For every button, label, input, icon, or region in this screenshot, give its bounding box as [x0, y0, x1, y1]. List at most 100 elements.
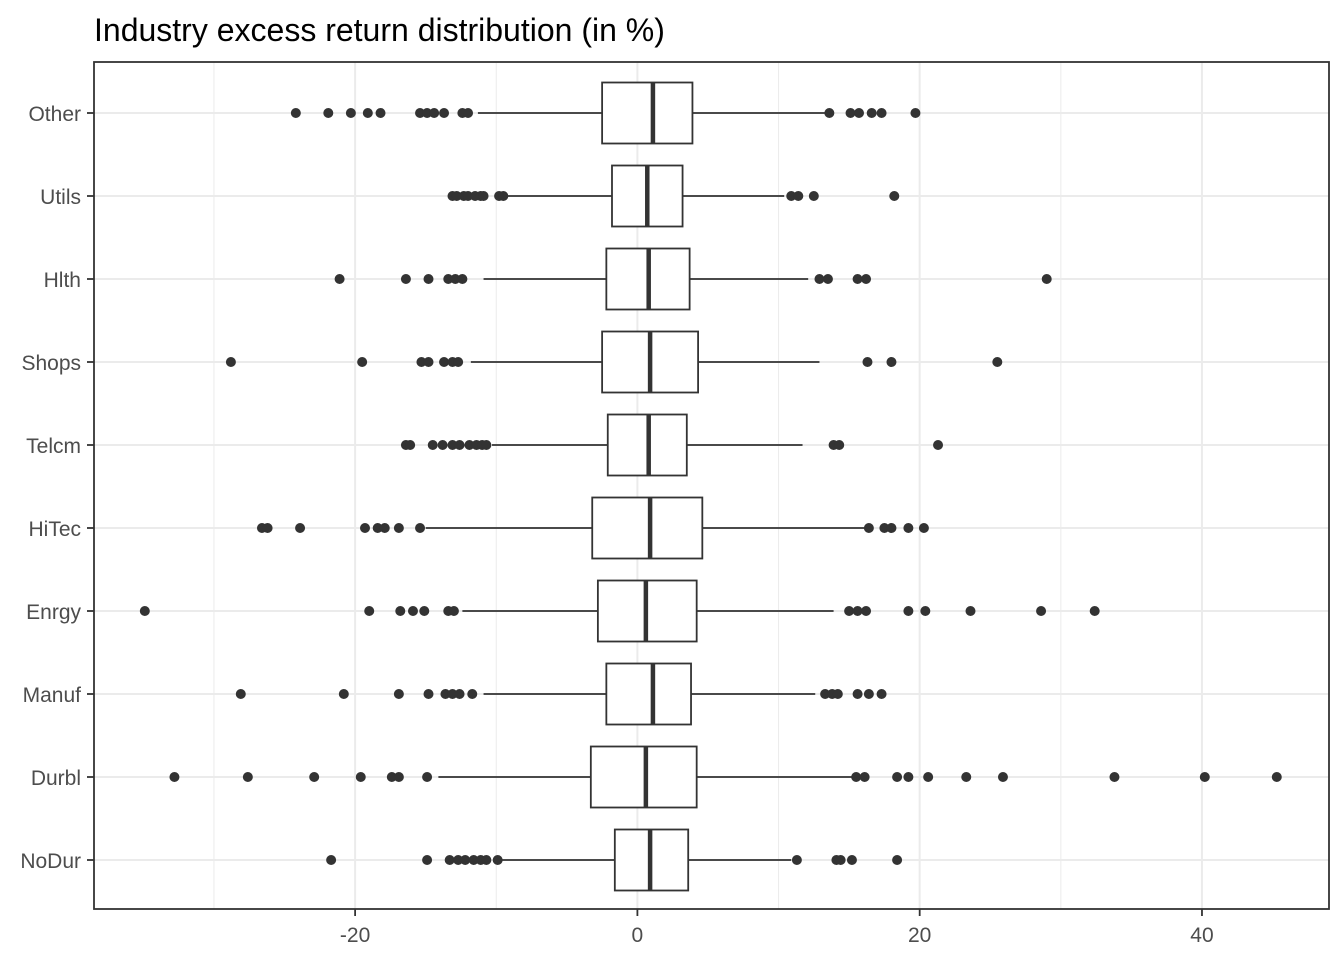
outlier-point	[429, 108, 440, 118]
outlier-point	[453, 357, 464, 367]
outlier-point	[454, 440, 465, 450]
outlier-point	[965, 606, 976, 616]
outlier-point	[422, 855, 433, 865]
box-group-telcm	[400, 413, 944, 477]
outlier-point	[235, 689, 246, 699]
outlier-point	[478, 191, 489, 201]
axis-layer: Other Utils Hlth Shops Telcm HiTec Enrgy Manuf D…	[20, 103, 1213, 947]
outlier-point	[463, 191, 474, 201]
outlier-point	[845, 108, 856, 118]
outlier-point	[859, 772, 870, 782]
outlier-point	[439, 357, 450, 367]
outlier-point	[862, 357, 873, 367]
box-group-shops	[225, 330, 1003, 394]
outlier-point	[439, 108, 450, 118]
outlier-point	[139, 606, 150, 616]
outlier-point	[786, 191, 797, 201]
outlier-point	[225, 357, 236, 367]
iqr-box	[591, 496, 704, 560]
outlier-point	[453, 855, 464, 865]
outlier-point	[834, 440, 845, 450]
outlier-point	[846, 855, 857, 865]
outlier-point	[362, 108, 373, 118]
outlier-point	[861, 606, 872, 616]
outlier-point	[886, 523, 897, 533]
outlier-point	[447, 689, 458, 699]
x-tick-label: 0	[632, 924, 644, 947]
y-tick-label: Enrgy	[26, 601, 81, 624]
outlier-point	[393, 689, 404, 699]
outlier-point	[423, 689, 434, 699]
outlier-point	[323, 108, 334, 118]
outlier-point	[359, 523, 370, 533]
outlier-point	[437, 440, 448, 450]
box-group-enrgy	[139, 579, 1100, 643]
outlier-point	[372, 523, 383, 533]
outlier-point	[889, 191, 900, 201]
outlier-point	[863, 523, 874, 533]
outlier-point	[400, 274, 411, 284]
outlier-point	[853, 108, 864, 118]
outlier-point	[886, 357, 897, 367]
outlier-point	[1089, 606, 1100, 616]
outlier-point	[440, 689, 451, 699]
outlier-point	[379, 523, 390, 533]
outlier-point	[407, 606, 418, 616]
outlier-point	[997, 772, 1008, 782]
outlier-point	[169, 772, 180, 782]
y-tick-label: Manuf	[23, 684, 82, 707]
outlier-point	[910, 108, 921, 118]
outlier-point	[405, 440, 416, 450]
outlier-point	[1271, 772, 1282, 782]
outlier-point	[1109, 772, 1120, 782]
outlier-point	[481, 440, 492, 450]
outlier-point	[451, 191, 462, 201]
outlier-point	[844, 606, 855, 616]
outlier-point	[423, 357, 434, 367]
x-tick-label: -20	[340, 924, 370, 947]
iqr-box	[601, 81, 694, 145]
outlier-point	[464, 440, 475, 450]
outlier-point	[923, 772, 934, 782]
box-layer	[139, 81, 1282, 892]
outlier-point	[295, 523, 306, 533]
box-group-hlth	[334, 247, 1052, 311]
outlier-point	[463, 108, 474, 118]
outlier-point	[416, 357, 427, 367]
box-group-manuf	[235, 662, 887, 726]
outlier-point	[832, 689, 843, 699]
outlier-point	[242, 772, 253, 782]
box-group-hitec	[256, 496, 929, 560]
outlier-point	[820, 689, 831, 699]
outlier-point	[395, 606, 406, 616]
y-tick-label: HiTec	[28, 518, 81, 541]
outlier-point	[450, 274, 461, 284]
outlier-point	[460, 855, 471, 865]
chart-title: Industry excess return distribution (in …	[94, 12, 665, 48]
outlier-point	[444, 855, 455, 865]
outlier-point	[309, 772, 320, 782]
grid-layer	[94, 62, 1329, 909]
outlier-point	[457, 274, 468, 284]
y-tick-label: NoDur	[20, 850, 81, 873]
outlier-point	[903, 772, 914, 782]
outlier-point	[427, 440, 438, 450]
outlier-point	[1199, 772, 1210, 782]
outlier-point	[918, 523, 929, 533]
outlier-point	[903, 606, 914, 616]
x-tick-label: 40	[1190, 924, 1213, 947]
outlier-point	[447, 440, 458, 450]
outlier-point	[290, 108, 301, 118]
outlier-point	[262, 523, 273, 533]
y-tick-label: Hlth	[44, 269, 81, 292]
outlier-point	[793, 191, 804, 201]
outlier-point	[822, 274, 833, 284]
y-tick-label: Other	[28, 103, 81, 126]
box-group-nodur	[326, 828, 903, 892]
outlier-point	[835, 855, 846, 865]
outlier-point	[386, 772, 397, 782]
outlier-point	[419, 606, 430, 616]
outlier-point	[861, 274, 872, 284]
outlier-point	[876, 108, 887, 118]
